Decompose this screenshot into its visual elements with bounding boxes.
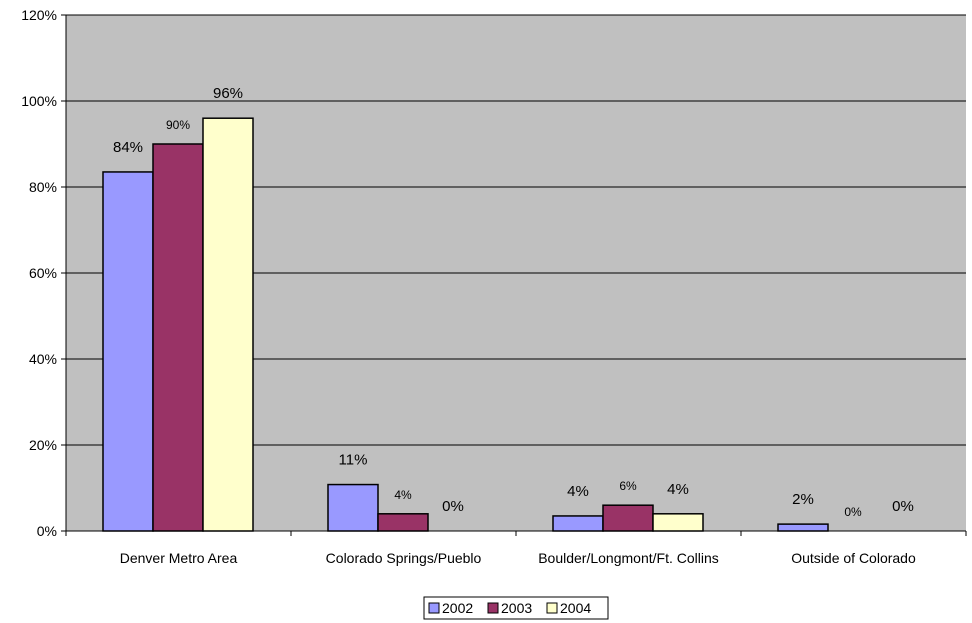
y-tick-label: 120% [21,7,57,23]
data-label: 4% [394,488,412,502]
y-tick-label: 60% [29,265,57,281]
x-axis-categories: Denver Metro Area Colorado Springs/Pueblo… [65,531,967,566]
data-label: 0% [892,498,914,515]
data-label: 96% [213,85,243,102]
category-label: Denver Metro Area [120,550,238,566]
legend-label: 2003 [501,600,532,616]
y-tick-label: 20% [29,437,57,453]
bar-2002 [102,171,154,532]
bar-2003 [602,504,654,532]
data-label: 4% [667,481,689,498]
data-label: 2% [792,491,814,508]
bar-2004 [202,117,254,532]
bar-2002 [777,523,829,532]
y-axis-ticks: 0% 20% 40% 60% 80% 100% 120% [21,7,66,539]
y-tick-label: 40% [29,351,57,367]
legend-box [423,596,609,620]
data-label: 6% [619,479,637,493]
legend: 2002 2003 2004 [423,596,609,620]
legend-swatch [428,602,440,614]
legend-label: 2004 [560,600,591,616]
data-label: 11% [339,452,368,469]
category-label: Outside of Colorado [791,550,916,566]
bar-2003 [152,143,204,532]
data-label: 84% [113,139,143,156]
y-tick-label: 100% [21,93,57,109]
data-label: 0% [844,505,862,519]
data-label: 0% [442,498,464,515]
bars [102,117,829,532]
data-labels: 84% 90% 96% 11% 4% 0% 4% 6% 4% 2% 0% 0% [113,85,914,519]
legend-label: 2002 [442,600,473,616]
legend-swatch [487,602,499,614]
bar-2002 [552,515,604,532]
category-label: Boulder/Longmont/Ft. Collins [538,550,719,566]
bar-2003 [377,513,429,532]
bar-2004 [652,513,704,532]
category-label: Colorado Springs/Pueblo [326,550,482,566]
y-tick-label: 80% [29,179,57,195]
bar-2002 [327,483,379,532]
y-tick-label: 0% [37,523,57,539]
data-label: 90% [166,118,190,132]
data-label: 4% [567,483,589,500]
legend-swatch [546,602,558,614]
